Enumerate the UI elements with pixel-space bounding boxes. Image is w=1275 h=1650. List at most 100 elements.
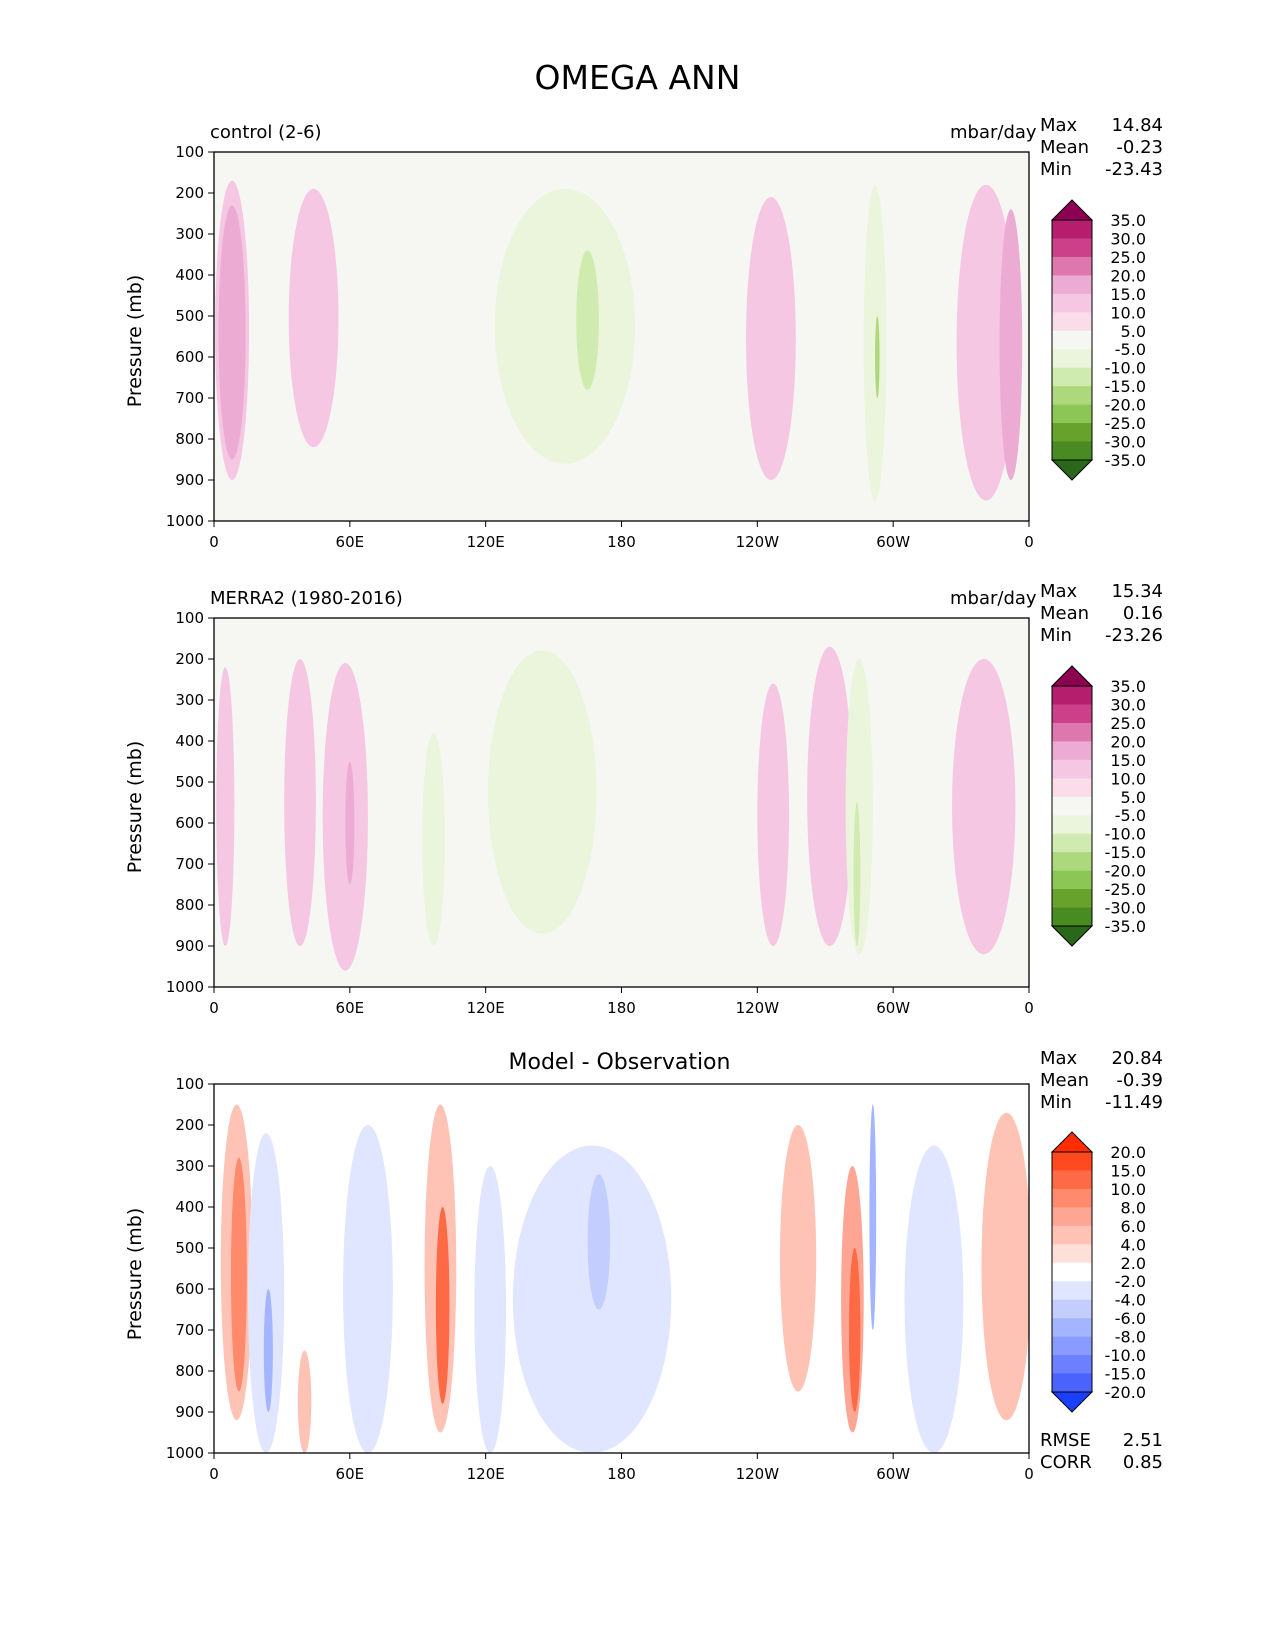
- panel2-min-label: Min: [1040, 625, 1072, 646]
- colorbar-tick-label: 30.0: [1110, 695, 1146, 714]
- x-tick-label: 120W: [736, 1465, 780, 1483]
- colorbar-frame: [1051, 219, 1093, 461]
- panel3-mean-label: Mean: [1040, 1070, 1090, 1091]
- contour-region: [869, 1104, 877, 1330]
- contour-region: [746, 197, 796, 481]
- contour-region: [474, 1166, 507, 1453]
- panel1-min-value: -23.43: [1104, 159, 1163, 180]
- contour-region: [952, 659, 1016, 955]
- contour-region: [853, 802, 861, 946]
- y-tick-label: 300: [175, 691, 204, 709]
- colorbar-band: [1052, 1152, 1092, 1171]
- x-tick-label: 60W: [876, 533, 910, 551]
- panel1-min-label: Min: [1040, 159, 1072, 180]
- contour-region: [863, 184, 887, 501]
- x-tick-label: 60E: [336, 1465, 365, 1483]
- panel2-max-label: Max: [1040, 581, 1078, 602]
- colorbar-tick-label: 20.0: [1110, 1143, 1146, 1162]
- contour-region: [297, 1350, 312, 1453]
- colorbar-band: [1052, 404, 1092, 424]
- contour-region: [345, 761, 355, 885]
- colorbar-tick-label: 5.0: [1121, 788, 1146, 807]
- colorbar-tick-label: 10.0: [1110, 303, 1146, 322]
- colorbar-tick-label: -35.0: [1105, 451, 1146, 470]
- y-tick-label: 1000: [166, 1444, 204, 1462]
- colorbar-band: [1052, 1299, 1092, 1319]
- colorbar-tick-label: -25.0: [1105, 414, 1146, 433]
- y-tick-label: 1000: [166, 512, 204, 530]
- panel3-corr-label: CORR: [1040, 1452, 1092, 1473]
- contour-region: [757, 683, 790, 946]
- colorbar-tick-label: -30.0: [1105, 899, 1146, 918]
- x-tick-label: 0: [209, 999, 219, 1017]
- panel1-max-label: Max: [1040, 115, 1078, 136]
- contour-region: [263, 1289, 273, 1412]
- panel3-rmse-label: RMSE: [1040, 1430, 1091, 1451]
- y-tick-label: 800: [175, 1362, 204, 1380]
- x-tick-label: 120W: [736, 533, 780, 551]
- contour-region: [512, 1145, 672, 1453]
- y-tick-label: 200: [175, 1116, 204, 1134]
- figure-title: OMEGA ANN: [534, 58, 741, 97]
- colorbar-band: [1052, 759, 1092, 779]
- colorbar-band: [1052, 1262, 1092, 1282]
- y-tick-label: 900: [175, 937, 204, 955]
- colorbar-band: [1052, 312, 1092, 332]
- colorbar-band: [1052, 686, 1092, 705]
- y-tick-label: 400: [175, 266, 204, 284]
- colorbar-tick-label: -8.0: [1115, 1328, 1146, 1347]
- colorbar-band: [1052, 1188, 1092, 1208]
- colorbar-tick-label: 2.0: [1121, 1254, 1146, 1273]
- colorbar-tick-label: -20.0: [1105, 1383, 1146, 1402]
- colorbar-tick-label: -10.0: [1105, 825, 1146, 844]
- y-tick-label: 500: [175, 1239, 204, 1257]
- x-tick-label: 60W: [876, 999, 910, 1017]
- y-tick-label: 600: [175, 814, 204, 832]
- contour-region: [849, 1248, 861, 1412]
- contour-region: [487, 650, 597, 934]
- panel-3: 100 200 300 400 500 600 700 800 900 1000 0 60E 120E 1…: [166, 1075, 1146, 1483]
- y-tick-label: 300: [175, 225, 204, 243]
- colorbar-tick-label: -20.0: [1105, 862, 1146, 881]
- y-tick-label: 100: [175, 609, 204, 627]
- colorbar-band: [1052, 1355, 1092, 1375]
- colorbar-tick-label: 15.0: [1110, 751, 1146, 770]
- colorbar-tick-label: 10.0: [1110, 1180, 1146, 1199]
- y-tick-label: 900: [175, 471, 204, 489]
- panel2-mean-value: 0.16: [1122, 603, 1163, 624]
- contour-region: [807, 646, 853, 946]
- contour-region: [230, 1157, 247, 1392]
- colorbar-band: [1052, 441, 1092, 461]
- contour-region: [494, 188, 636, 464]
- colorbar-band: [1052, 778, 1092, 798]
- colorbar-extend-bottom: [1050, 459, 1094, 481]
- colorbar-extend-top: [1050, 665, 1094, 687]
- contour-region: [218, 205, 246, 460]
- x-tick-label: 0: [209, 533, 219, 551]
- colorbar-band: [1052, 1207, 1092, 1227]
- y-tick-label: 600: [175, 348, 204, 366]
- colorbar-tick-label: 20.0: [1110, 266, 1146, 285]
- contour-region: [904, 1145, 964, 1453]
- panel2-left-title: MERRA2 (1980-2016): [210, 588, 403, 609]
- x-tick-label: 60E: [336, 999, 365, 1017]
- y-tick-label: 800: [175, 896, 204, 914]
- colorbar-band: [1052, 1336, 1092, 1356]
- colorbar-tick-label: 8.0: [1121, 1198, 1146, 1217]
- x-tick-label: 120E: [467, 999, 505, 1017]
- y-tick-label: 100: [175, 1075, 204, 1093]
- y-tick-label: 400: [175, 732, 204, 750]
- colorbar-frame: [1051, 1151, 1093, 1393]
- colorbar-tick-label: 4.0: [1121, 1235, 1146, 1254]
- colorbar-frame: [1051, 685, 1093, 927]
- x-tick-label: 180: [607, 533, 636, 551]
- panel1-max-value: 14.84: [1111, 115, 1163, 136]
- x-tick-label: 0: [1024, 1465, 1034, 1483]
- y-tick-label: 700: [175, 855, 204, 873]
- colorbar-tick-label: -10.0: [1105, 1346, 1146, 1365]
- contour-region: [875, 316, 880, 398]
- contour-region: [956, 184, 1016, 501]
- colorbar-tick-label: -5.0: [1115, 340, 1146, 359]
- colorbar-band: [1052, 1318, 1092, 1338]
